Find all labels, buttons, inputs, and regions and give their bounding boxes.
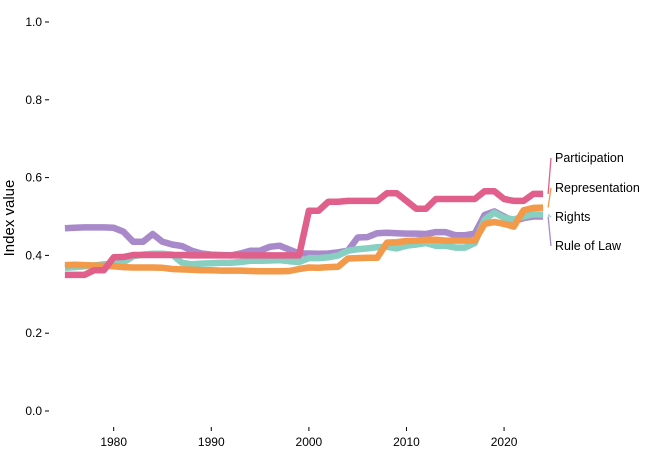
series-end-labels: Participation Representation Rights Rule of… bbox=[547, 151, 640, 253]
label-leader-line bbox=[547, 216, 552, 247]
series-label-rule-of-law: Rule of Law bbox=[555, 239, 622, 253]
series-label-representation: Representation bbox=[555, 181, 640, 195]
x-tick-label: 2010 bbox=[393, 435, 420, 449]
series-line-representation bbox=[64, 204, 544, 275]
series-line-participation bbox=[64, 187, 544, 279]
x-tick-label: 1990 bbox=[198, 435, 225, 449]
y-tick-label: 0.6 bbox=[25, 171, 42, 185]
x-tick-label: 2020 bbox=[491, 435, 518, 449]
series-lines bbox=[64, 187, 544, 279]
label-leader-line bbox=[547, 214, 552, 218]
y-axis: 0.0 0.2 0.4 0.6 0.8 1.0 bbox=[25, 15, 49, 418]
y-tick-label: 1.0 bbox=[25, 15, 42, 29]
y-tick-label: 0.8 bbox=[25, 93, 42, 107]
x-axis: 1980 1990 2000 2010 2020 bbox=[100, 427, 518, 449]
y-tick-label: 0.2 bbox=[25, 326, 42, 340]
label-leader-line bbox=[547, 187, 552, 208]
x-tick-label: 2000 bbox=[296, 435, 323, 449]
label-leader-line bbox=[547, 157, 552, 194]
series-label-participation: Participation bbox=[555, 151, 624, 165]
x-tick-label: 1980 bbox=[100, 435, 127, 449]
series-line-rule-of-law bbox=[64, 208, 544, 259]
y-tick-label: 0.4 bbox=[25, 248, 42, 262]
y-tick-label: 0.0 bbox=[25, 404, 42, 418]
series-label-rights: Rights bbox=[555, 210, 590, 224]
y-axis-title: Index value bbox=[1, 180, 18, 257]
